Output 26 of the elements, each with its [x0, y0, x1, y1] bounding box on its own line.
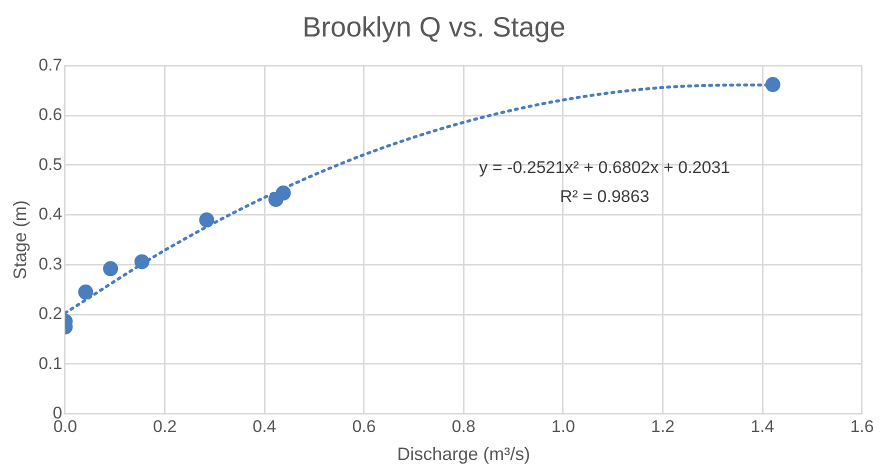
x-tick-label: 0.2 — [153, 416, 177, 436]
y-tick-label: 0.1 — [38, 354, 62, 373]
x-tick-label: 1.2 — [650, 416, 675, 436]
y-tick-label: 0.5 — [38, 154, 62, 174]
y-tick-label: 0.7 — [38, 55, 62, 74]
point — [78, 284, 94, 300]
point — [276, 186, 291, 201]
annotation: R² = 0.9863 — [560, 187, 650, 206]
annotation: y = -0.2521x² + 0.6802x + 0.2031 — [479, 158, 730, 178]
x-axis-title: Discharge (m³/s) — [397, 444, 530, 464]
x-tick-label: 0.8 — [452, 416, 476, 436]
x-tick-label: 0.4 — [252, 416, 276, 436]
y-axis-title: Stage (m) — [10, 200, 30, 280]
x-tick-label: 1.4 — [750, 416, 774, 436]
x-tick-label: 1.6 — [850, 416, 874, 436]
y-tick-label: 0.6 — [38, 105, 62, 124]
y-tick-label: 0.4 — [38, 204, 62, 224]
point — [765, 77, 780, 92]
x-tick-label: 1.0 — [551, 416, 576, 436]
point — [199, 212, 214, 228]
y-tick-label: 0.3 — [38, 254, 62, 274]
chart-title: Brooklyn Q vs. Stage — [302, 12, 566, 43]
point — [103, 261, 118, 276]
y-tick-label: 0.2 — [38, 304, 62, 324]
point — [134, 254, 150, 270]
x-tick-label: 0.6 — [352, 416, 376, 436]
